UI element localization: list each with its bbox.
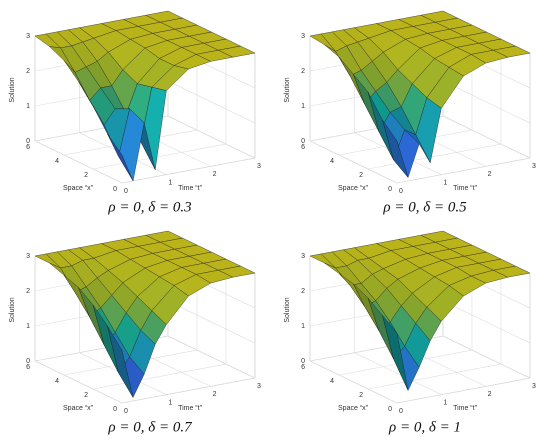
caption: ρ = 0, δ = 1 — [388, 419, 461, 435]
z-tick-label: 0 — [26, 138, 30, 145]
x-tick-label: 3 — [532, 163, 536, 170]
caption: ρ = 0, δ = 0.7 — [107, 419, 193, 435]
z-tick-label: 2 — [301, 68, 305, 75]
grid-line — [309, 360, 398, 404]
grid-line — [309, 140, 398, 184]
x-tick-label: 2 — [213, 171, 217, 178]
x-tick-label: 2 — [213, 391, 217, 398]
x-tick-label: 3 — [257, 163, 261, 170]
z-tick-label: 0 — [26, 358, 30, 365]
z-tick-label: 3 — [26, 253, 30, 260]
grid-line — [367, 143, 502, 170]
y-tick-label: 2 — [359, 392, 363, 399]
x-tick-label: 0 — [399, 408, 403, 415]
grid-line — [167, 80, 256, 124]
caption: ρ = 0, δ = 0.5 — [382, 199, 467, 215]
x-tick-label: 2 — [488, 391, 492, 398]
x-tick-label: 1 — [168, 180, 172, 187]
grid-line — [92, 363, 227, 390]
surface-patch — [382, 315, 409, 391]
x-axis-label: Time “t” — [453, 405, 478, 412]
y-tick-label: 4 — [330, 378, 334, 385]
y-axis-label: Space “x” — [338, 185, 369, 192]
x-axis-label: Time “t” — [453, 185, 478, 192]
surface-patch — [382, 119, 409, 178]
x-tick-label: 0 — [124, 408, 128, 415]
x-tick-label: 3 — [532, 383, 536, 390]
grid-line — [34, 360, 123, 404]
grid-line — [167, 115, 256, 159]
grid-line — [396, 157, 531, 184]
grid-line — [167, 300, 256, 344]
caption: ρ = 0, δ = 0.3 — [107, 199, 191, 215]
x-tick-label: 1 — [168, 400, 172, 407]
y-tick-label: 6 — [26, 144, 30, 151]
z-tick-label: 1 — [26, 323, 30, 330]
z-tick-label: 0 — [301, 138, 305, 145]
z-axis-label: Solution — [284, 297, 291, 322]
surface-patch — [107, 133, 134, 182]
z-tick-label: 3 — [26, 33, 30, 40]
y-tick-label: 2 — [359, 172, 363, 179]
grid-line — [442, 300, 531, 344]
y-tick-label: 0 — [388, 406, 392, 413]
z-tick-label: 3 — [301, 33, 305, 40]
z-axis-label: Solution — [9, 77, 16, 102]
x-tick-label: 0 — [124, 188, 128, 195]
z-tick-label: 1 — [301, 103, 305, 110]
y-tick-label: 4 — [330, 158, 334, 165]
surface-patch — [107, 325, 134, 398]
y-axis-label: Space “x” — [63, 405, 94, 412]
z-tick-label: 2 — [301, 288, 305, 295]
grid-line — [92, 143, 227, 170]
grid-line — [367, 363, 502, 390]
grid-line — [121, 377, 256, 404]
y-tick-label: 6 — [26, 364, 30, 371]
y-tick-label: 4 — [55, 158, 59, 165]
y-tick-label: 0 — [113, 186, 117, 193]
x-axis-label: Time “t” — [178, 185, 203, 192]
z-tick-label: 1 — [26, 103, 30, 110]
grid-line — [167, 335, 256, 379]
y-tick-label: 2 — [84, 392, 88, 399]
x-tick-label: 0 — [399, 188, 403, 195]
grid-line — [354, 352, 442, 395]
z-axis-label: Solution — [9, 297, 16, 322]
x-tick-label: 3 — [257, 383, 261, 390]
y-tick-label: 2 — [84, 172, 88, 179]
x-tick-label: 1 — [443, 180, 447, 187]
y-tick-label: 0 — [113, 406, 117, 413]
grid-line — [396, 377, 531, 404]
z-tick-label: 3 — [301, 253, 305, 260]
x-axis-label: Time “t” — [178, 405, 203, 412]
grid-line — [442, 80, 531, 124]
z-tick-label: 1 — [301, 323, 305, 330]
grid-line — [442, 335, 531, 379]
grid-line — [34, 140, 123, 184]
y-axis-label: Space “x” — [63, 185, 94, 192]
y-tick-label: 6 — [301, 364, 305, 371]
y-tick-label: 6 — [301, 144, 305, 151]
z-tick-label: 2 — [26, 288, 30, 295]
y-axis-label: Space “x” — [338, 405, 369, 412]
y-tick-label: 0 — [388, 186, 392, 193]
z-tick-label: 0 — [301, 358, 305, 365]
grid-line — [121, 157, 256, 184]
x-tick-label: 2 — [488, 171, 492, 178]
x-tick-label: 1 — [443, 400, 447, 407]
y-tick-label: 4 — [55, 378, 59, 385]
z-axis-label: Solution — [284, 77, 291, 102]
grid-line — [442, 115, 531, 159]
z-tick-label: 2 — [26, 68, 30, 75]
